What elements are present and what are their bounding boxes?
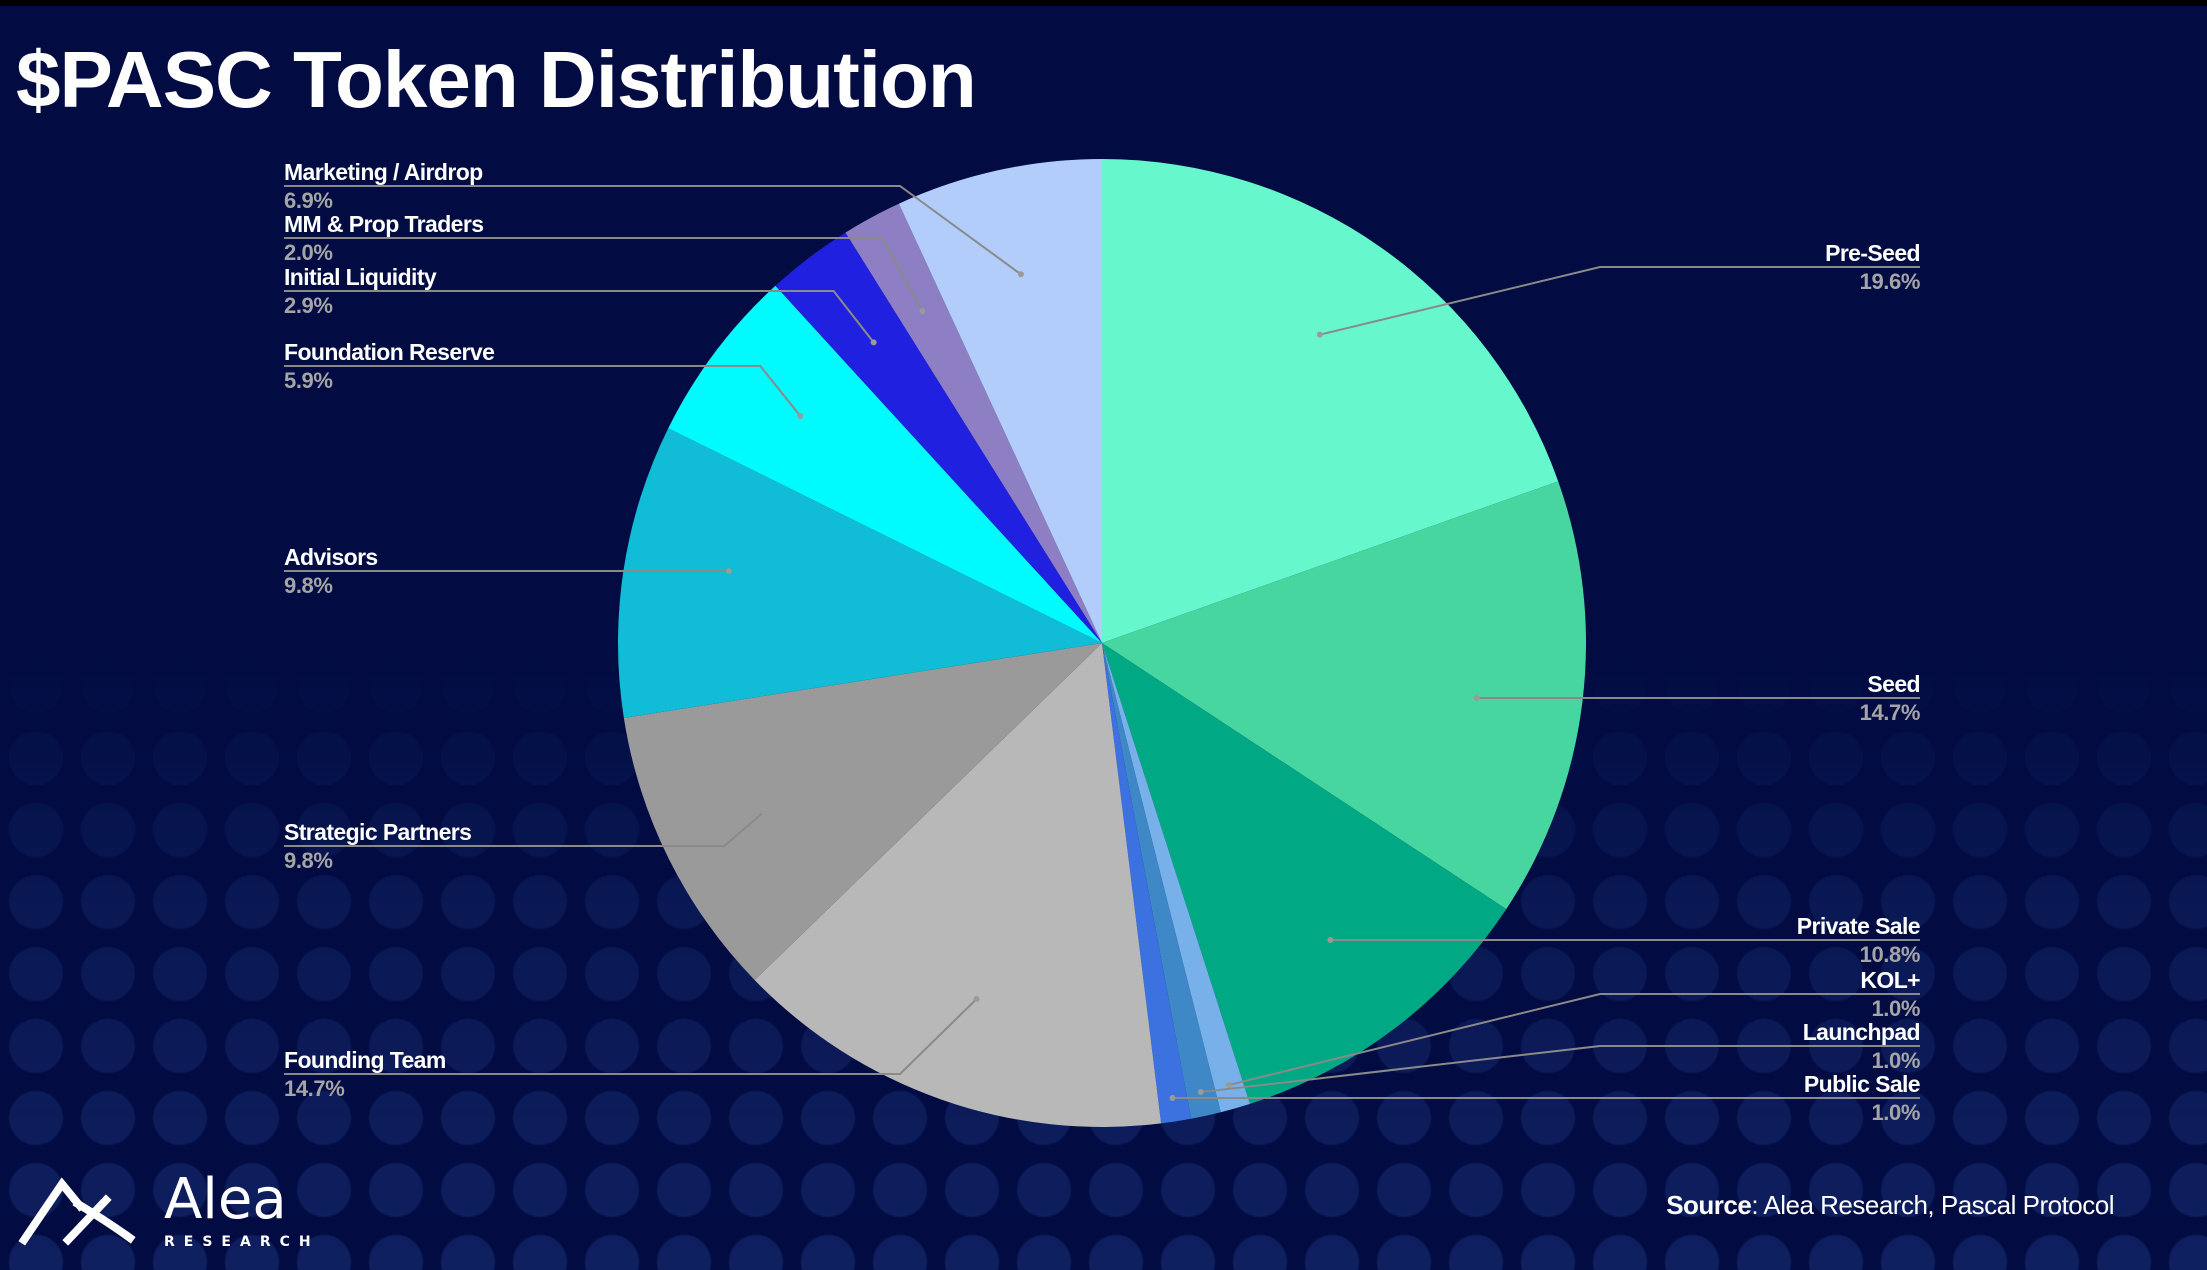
pie-slice-pre-seed xyxy=(1102,159,1559,643)
slice-label-launchpad: Launchpad xyxy=(1803,1019,1920,1045)
slice-pct-initial-liquidity: 2.9% xyxy=(284,293,333,318)
logo-sub: RESEARCH xyxy=(164,1234,318,1250)
leader-dot-mm-prop-traders xyxy=(919,307,926,314)
pie-slice-initial-liquidity xyxy=(775,232,1102,643)
leader-line-marketing-airdrop xyxy=(284,185,1022,276)
leader-dot-marketing-airdrop xyxy=(1017,271,1024,278)
slice-pct-seed: 14.7% xyxy=(1860,700,1920,725)
slice-pct-marketing-airdrop: 6.9% xyxy=(284,188,333,213)
pie-slice-public-sale xyxy=(1102,643,1192,1124)
leader-line-kol xyxy=(1228,993,1920,1086)
pie-slice-advisors xyxy=(617,428,1102,718)
slice-label-initial-liquidity: Initial Liquidity xyxy=(284,264,437,290)
pie-slice-founding-team xyxy=(754,643,1162,1127)
leader-dot-foundation-reserve xyxy=(797,413,804,420)
slice-pct-kol: 1.0% xyxy=(1871,996,1920,1021)
chart-title: $PASC Token Distribution xyxy=(16,35,977,124)
slice-pct-strategic-partners: 9.8% xyxy=(284,848,333,873)
leader-line-pre-seed xyxy=(1319,266,1920,336)
slice-pct-private-sale: 10.8% xyxy=(1860,942,1920,967)
pie-slice-marketing-airdrop xyxy=(898,159,1102,643)
leader-dot-advisors xyxy=(725,568,732,574)
leader-dot-initial-liquidity xyxy=(870,339,877,346)
slice-label-private-sale: Private Sale xyxy=(1797,913,1920,939)
slice-pct-advisors: 9.8% xyxy=(284,573,333,598)
leader-line-launchpad xyxy=(1200,1045,1920,1094)
slice-pct-public-sale: 1.0% xyxy=(1871,1100,1920,1125)
leader-dot-private-sale xyxy=(1327,937,1334,943)
leader-dot-seed xyxy=(1473,695,1480,701)
leader-dot-launchpad xyxy=(1197,1089,1204,1096)
source-label: Source xyxy=(1666,1190,1752,1220)
pie-slice-private-sale xyxy=(1102,643,1507,1104)
top-bar xyxy=(0,0,2207,6)
slice-label-strategic-partners: Strategic Partners xyxy=(284,819,471,845)
leader-line-mm-prop-traders xyxy=(284,237,924,312)
pie-slice-seed xyxy=(1102,481,1586,910)
leader-dot-founding-team xyxy=(973,996,980,1003)
leader-dot-kol xyxy=(1225,1081,1232,1088)
pie-slice-kol xyxy=(1102,643,1250,1113)
slice-label-kol: KOL+ xyxy=(1860,967,1920,993)
slice-label-mm-prop-traders: MM & Prop Traders xyxy=(284,211,483,237)
slice-label-marketing-airdrop: Marketing / Airdrop xyxy=(284,159,483,185)
slice-label-public-sale: Public Sale xyxy=(1804,1071,1920,1097)
pie-slice-launchpad xyxy=(1102,643,1221,1119)
leader-line-initial-liquidity xyxy=(284,290,875,343)
leader-dot-strategic-partners xyxy=(761,808,768,815)
slice-pct-launchpad: 1.0% xyxy=(1871,1048,1920,1073)
pie-slice-mm-prop-traders xyxy=(845,203,1102,643)
slice-label-pre-seed: Pre-Seed xyxy=(1825,240,1920,266)
slice-pct-foundation-reserve: 5.9% xyxy=(284,368,333,393)
slice-label-founding-team: Founding Team xyxy=(284,1047,446,1073)
slice-pct-founding-team: 14.7% xyxy=(284,1076,344,1101)
leader-dot-public-sale xyxy=(1169,1095,1176,1101)
slice-pct-pre-seed: 19.6% xyxy=(1860,269,1920,294)
slice-label-advisors: Advisors xyxy=(284,544,378,570)
source-note: Source: Alea Research, Pascal Protocol xyxy=(1666,1190,2114,1221)
leader-dot-pre-seed xyxy=(1316,331,1323,338)
alea-mark-icon xyxy=(18,1177,136,1246)
pie-slice-foundation-reserve xyxy=(668,285,1102,643)
leader-line-founding-team xyxy=(284,998,978,1075)
pie-slice-strategic-partners xyxy=(623,643,1102,981)
source-text: : Alea Research, Pascal Protocol xyxy=(1751,1190,2114,1220)
slice-label-foundation-reserve: Foundation Reserve xyxy=(284,339,494,365)
leader-line-strategic-partners xyxy=(284,810,765,847)
alea-research-logo: Alea RESEARCH xyxy=(18,1167,318,1250)
logo-name: Alea xyxy=(164,1167,287,1232)
leader-line-foundation-reserve xyxy=(284,365,802,417)
slice-pct-mm-prop-traders: 2.0% xyxy=(284,240,333,265)
slice-label-seed: Seed xyxy=(1867,671,1920,697)
